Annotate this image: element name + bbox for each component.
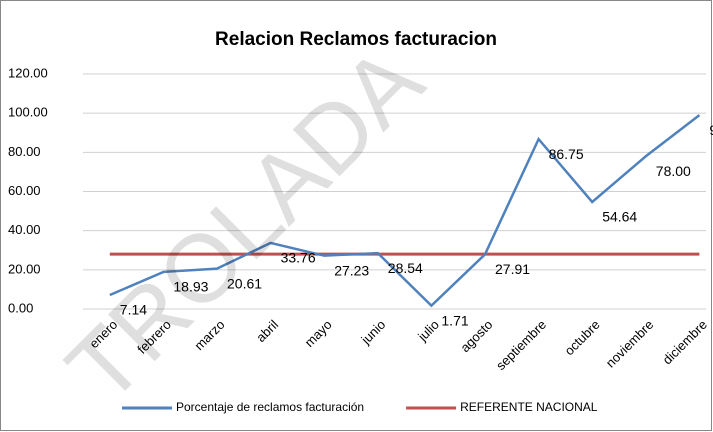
data-label: 20.61 <box>227 275 262 291</box>
data-label: 54.64 <box>602 209 637 225</box>
y-tick-label: 0.00 <box>8 300 33 315</box>
y-tick-label: 120.00 <box>8 65 48 80</box>
series-line <box>109 114 701 308</box>
data-label: 27.91 <box>495 261 530 277</box>
data-label: 27.23 <box>334 262 369 278</box>
data-label: 86.75 <box>549 146 584 162</box>
y-tick-label: 60.00 <box>8 183 41 198</box>
data-label: 28.54 <box>388 260 423 276</box>
data-label: 33.76 <box>281 250 316 266</box>
y-tick-label: 100.00 <box>8 105 48 120</box>
data-label: 98.99 <box>709 122 713 138</box>
data-label: 78.00 <box>656 163 691 179</box>
legend-label: Porcentaje de reclamos facturación <box>176 400 364 414</box>
legend-label: REFERENTE NACIONAL <box>460 400 598 414</box>
y-tick-label: 80.00 <box>8 144 41 159</box>
chart-title: Relacion Reclamos facturacion <box>215 29 497 50</box>
y-tick-label: 40.00 <box>8 222 41 237</box>
data-label: 18.93 <box>173 279 208 295</box>
data-label: 1.71 <box>441 312 468 328</box>
y-tick-label: 20.00 <box>8 261 41 276</box>
data-label: 7.14 <box>120 302 147 318</box>
